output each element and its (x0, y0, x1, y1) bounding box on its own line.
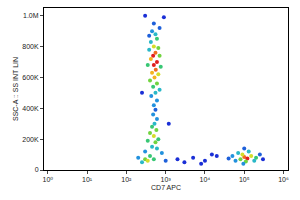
svg-text:10⁵: 10⁵ (239, 176, 250, 183)
svg-text:10¹: 10¹ (82, 176, 93, 183)
svg-text:10⁴: 10⁴ (200, 176, 211, 183)
svg-text:10⁰: 10⁰ (43, 176, 54, 183)
svg-text:SSC-A :: SS INT LIN: SSC-A :: SS INT LIN (12, 57, 19, 121)
svg-text:1.0M: 1.0M (23, 12, 39, 19)
svg-text:800K: 800K (22, 43, 39, 50)
svg-text:10⁶: 10⁶ (278, 176, 289, 183)
svg-text:400K: 400K (22, 105, 39, 112)
svg-text:CD7 APC: CD7 APC (151, 184, 181, 191)
svg-text:10²: 10² (121, 176, 132, 183)
svg-text:10³: 10³ (161, 176, 172, 183)
svg-text:600K: 600K (22, 74, 39, 81)
svg-text:200K: 200K (22, 136, 39, 143)
svg-text:0: 0 (35, 166, 39, 173)
